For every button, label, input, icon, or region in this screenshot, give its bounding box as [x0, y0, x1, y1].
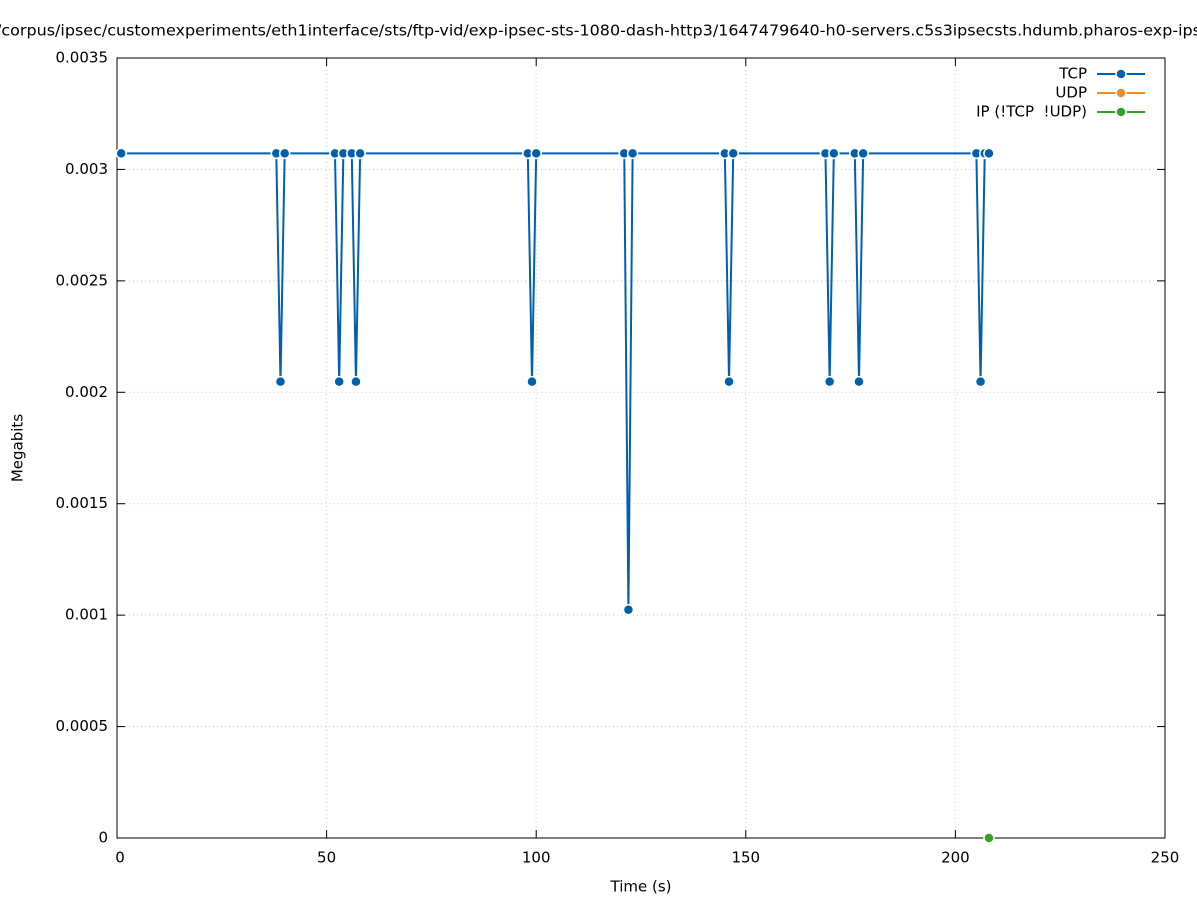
y-tick-label: 0.0025 — [56, 271, 109, 289]
x-tick-label: 250 — [1151, 849, 1180, 867]
point — [115, 147, 127, 160]
point — [727, 147, 739, 160]
y-axis-label: Megabits — [9, 414, 27, 482]
y-tick-label: 0.003 — [65, 160, 108, 178]
legend-marker — [1115, 87, 1127, 99]
series-line — [121, 152, 989, 610]
point — [828, 147, 840, 160]
x-tick-label: 100 — [522, 849, 551, 867]
point — [823, 375, 836, 388]
y-tick-label: 0.0005 — [56, 717, 109, 735]
point — [622, 604, 635, 616]
point — [278, 147, 291, 160]
point — [526, 375, 538, 388]
point — [530, 147, 542, 160]
legend-marker — [1115, 68, 1127, 80]
point — [626, 147, 639, 160]
point — [853, 375, 865, 388]
x-tick-label: 0 — [115, 849, 125, 867]
legend-label: IP (!TCP !UDP) — [976, 103, 1087, 121]
y-tick-label: 0 — [98, 829, 108, 847]
point — [354, 147, 366, 160]
point — [723, 375, 735, 388]
legend-label: UDP — [1055, 84, 1087, 102]
point — [350, 375, 362, 388]
point — [857, 147, 869, 160]
x-tick-label: 150 — [731, 849, 760, 867]
point — [983, 147, 995, 160]
point — [274, 375, 287, 388]
chart-title: /corpus/ipsec/customexperiments/eth1inte… — [0, 22, 1197, 40]
y-tick-label: 0.001 — [65, 606, 108, 624]
y-tick-label: 0.0015 — [56, 494, 109, 512]
legend-marker — [1115, 106, 1127, 118]
y-tick-label: 0.0035 — [56, 49, 109, 67]
point — [333, 375, 345, 388]
point — [974, 375, 987, 388]
x-tick-label: 200 — [941, 849, 970, 867]
x-tick-label: 50 — [317, 849, 336, 867]
point — [983, 832, 995, 844]
plot-border — [116, 57, 1166, 839]
legend-label: TCP — [1058, 65, 1087, 83]
y-tick-label: 0.002 — [65, 383, 108, 401]
x-axis-label: Time (s) — [610, 878, 672, 896]
